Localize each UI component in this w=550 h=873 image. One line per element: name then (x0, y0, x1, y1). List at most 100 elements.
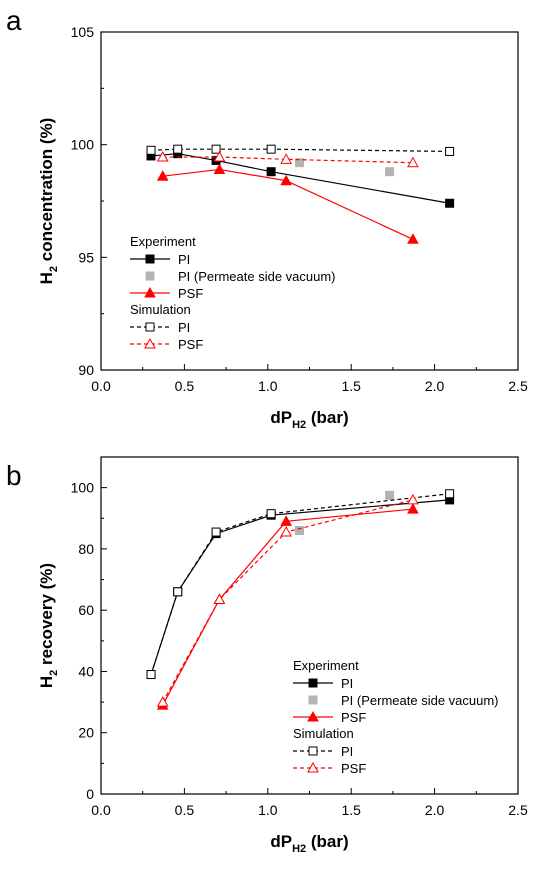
legend-marker (145, 271, 155, 281)
panel-label: a (6, 5, 22, 36)
legend-group-title: Experiment (293, 658, 359, 673)
series-experiment-1 (294, 158, 395, 177)
x-tick-label: 0.0 (91, 802, 111, 818)
series-line (151, 148, 450, 153)
x-axis-title: dPH2 (bar) (270, 832, 348, 855)
legend: Experiment PI PI (Permeate side vacuum) PSF… (293, 658, 499, 776)
legend-group-title: Simulation (293, 726, 354, 741)
series-line (150, 493, 450, 675)
series-line (162, 168, 414, 240)
legend-group-title: Experiment (130, 234, 196, 249)
y-tick-label: 105 (71, 24, 95, 40)
data-point (385, 167, 395, 177)
data-point (173, 587, 183, 597)
legend-entry-label: PSF (341, 761, 366, 776)
legend-entry-label: PI (Permeate side vacuum) (341, 693, 499, 708)
legend-marker (145, 322, 155, 332)
data-point (407, 233, 419, 244)
data-point (266, 509, 276, 519)
plot-frame (100, 31, 519, 371)
legend-entry-label: PI (178, 252, 190, 267)
series-simulation-3 (146, 144, 455, 156)
legend-entry-label: PI (341, 744, 353, 759)
y-tick-label: 100 (71, 137, 95, 153)
y-tick-label: 0 (86, 786, 94, 802)
series-line (162, 156, 413, 164)
data-point (266, 167, 276, 177)
x-tick-label: 2.5 (508, 802, 528, 818)
data-point (156, 151, 169, 162)
chart-panel-a: a 0.0 0.5 1.0 1.5 2.0 2.5 90 95 100 105 dPH2 (bar) H… (6, 5, 528, 431)
y-axis-title: H2 recovery (%) (37, 563, 60, 688)
data-point (211, 527, 221, 537)
x-tick-label: 2.0 (425, 802, 445, 818)
data-point (280, 515, 292, 526)
data-point (280, 526, 292, 537)
x-tick-label: 1.5 (341, 378, 361, 394)
data-point (294, 526, 304, 536)
legend-marker (308, 695, 318, 705)
legend-marker (308, 746, 318, 756)
legend-entry-label: PSF (178, 337, 203, 352)
data-point (407, 503, 419, 514)
series-simulation-4 (156, 151, 419, 168)
data-point (280, 174, 292, 186)
legend-marker (307, 761, 319, 773)
y-tick-label: 95 (78, 249, 94, 265)
x-axis-title: dPH2 (bar) (270, 408, 348, 431)
panel-label: b (6, 460, 22, 491)
y-tick-label: 100 (71, 480, 95, 496)
legend-marker (144, 286, 156, 298)
series-simulation-4 (156, 493, 419, 707)
y-tick-label: 60 (78, 602, 94, 618)
chart-panel-b: b 0.0 0.5 1.0 1.5 2.0 2.5 0 20 40 60 80 100 dPH2 (bar… (6, 456, 528, 855)
data-point (213, 163, 226, 174)
legend-marker (145, 254, 155, 264)
data-point (156, 696, 169, 707)
x-tick-label: 0.5 (175, 378, 195, 394)
data-point (156, 170, 169, 181)
data-point (445, 198, 455, 208)
data-point (173, 144, 183, 154)
legend-entry-label: PSF (341, 710, 366, 725)
data-point (445, 146, 455, 156)
legend-entry-label: PI (341, 676, 353, 691)
x-tick-label: 1.0 (258, 378, 278, 394)
y-tick-label: 40 (78, 663, 94, 679)
x-tick-label: 0.0 (91, 378, 111, 394)
legend-entry-label: PI (178, 320, 190, 335)
legend-marker (308, 678, 318, 688)
legend: Experiment PI PI (Permeate side vacuum) PSF… (130, 234, 336, 352)
x-tick-label: 2.5 (508, 378, 528, 394)
y-tick-label: 80 (78, 541, 94, 557)
series-simulation-3 (146, 489, 455, 680)
plot-frame (100, 456, 519, 795)
data-point (211, 144, 221, 154)
series-experiment-2 (156, 163, 419, 244)
legend-group-title: Simulation (130, 302, 191, 317)
y-axis-title: H2 concentration (%) (37, 118, 60, 285)
series-line (162, 499, 414, 703)
data-point (407, 493, 419, 505)
y-tick-label: 20 (78, 725, 94, 741)
data-point (407, 156, 419, 168)
data-point (385, 490, 395, 500)
x-tick-label: 0.5 (175, 802, 195, 818)
legend-marker (144, 337, 156, 349)
x-tick-label: 2.0 (425, 378, 445, 394)
legend-entry-label: PI (Permeate side vacuum) (178, 269, 336, 284)
series-experiment-1 (294, 490, 395, 536)
series-experiment-0 (146, 495, 455, 680)
data-point (213, 151, 226, 162)
data-point (146, 145, 156, 155)
series-line (162, 508, 413, 706)
data-point (213, 593, 226, 604)
data-point (266, 144, 276, 154)
x-tick-label: 1.5 (341, 802, 361, 818)
legend-entry-label: PSF (178, 286, 203, 301)
y-tick-label: 90 (78, 362, 94, 378)
legend-marker (307, 710, 319, 722)
data-point (445, 489, 455, 499)
